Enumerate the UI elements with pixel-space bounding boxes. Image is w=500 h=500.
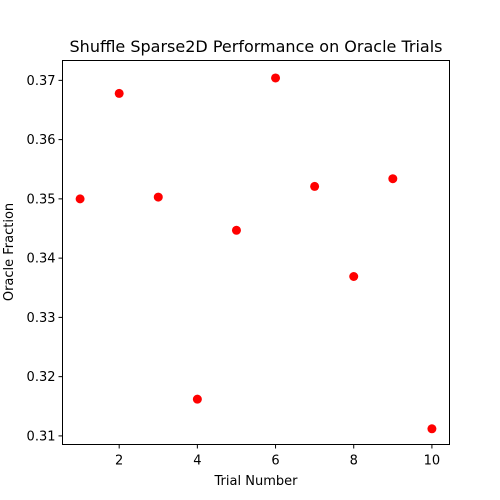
y-axis-label: Oracle Fraction xyxy=(2,203,17,301)
y-tick-label: 0.36 xyxy=(27,133,56,148)
data-point xyxy=(75,194,85,204)
data-point xyxy=(427,424,437,434)
y-tick-label: 0.33 xyxy=(27,311,56,326)
data-point xyxy=(192,394,202,404)
data-point xyxy=(231,225,241,235)
plot-area: 2 4 6 8 10 0.31 0.32 0.33 0.34 0.35 0.36 0.37 xyxy=(27,73,441,469)
data-point xyxy=(271,73,281,83)
data-point xyxy=(388,174,398,184)
y-tick-label: 0.35 xyxy=(27,192,56,207)
x-tick-label: 4 xyxy=(193,454,201,469)
chart-title: Shuffle Sparse2D Performance on Oracle T… xyxy=(70,37,443,56)
data-point xyxy=(114,88,124,98)
data-point xyxy=(153,192,163,202)
y-tick-label: 0.37 xyxy=(27,74,56,89)
y-tick-label: 0.34 xyxy=(27,252,56,267)
data-point xyxy=(310,181,320,191)
x-tick-label: 8 xyxy=(350,454,358,469)
x-tick-label: 6 xyxy=(271,454,279,469)
x-tick-label: 10 xyxy=(424,454,441,469)
data-point xyxy=(349,272,359,281)
x-axis-label: Trial Number xyxy=(214,474,299,489)
y-tick-label: 0.32 xyxy=(27,370,56,385)
axes-frame xyxy=(62,60,450,445)
x-tick-label: 2 xyxy=(115,454,123,469)
y-tick-label: 0.31 xyxy=(27,429,56,444)
